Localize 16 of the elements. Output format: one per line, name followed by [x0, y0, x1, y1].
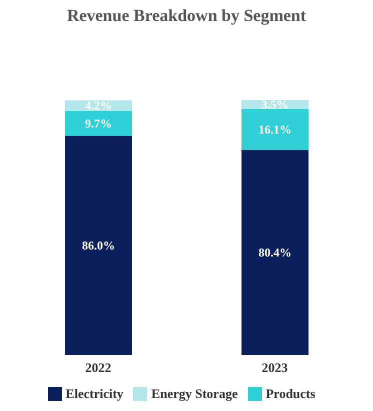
data-label: 3.5%: [262, 97, 288, 112]
bar: [242, 108, 308, 150]
bar: [242, 150, 308, 355]
data-label: 4.2%: [85, 98, 112, 113]
data-label: 80.4%: [258, 245, 292, 260]
legend-label: Products: [266, 386, 316, 401]
data-label: 86.0%: [82, 238, 115, 252]
x-tick-label: 2023: [262, 360, 288, 376]
x-tick-label: 2022: [85, 360, 112, 376]
legend-label: Energy Storage: [151, 386, 238, 401]
bar: [65, 136, 132, 355]
data-label: 9.7%: [85, 116, 112, 130]
data-label: 16.1%: [258, 122, 292, 136]
chart-title: Revenue Breakdown by Segment: [66, 6, 308, 26]
bar: [65, 110, 132, 136]
legend-label: Electricity: [66, 386, 124, 401]
